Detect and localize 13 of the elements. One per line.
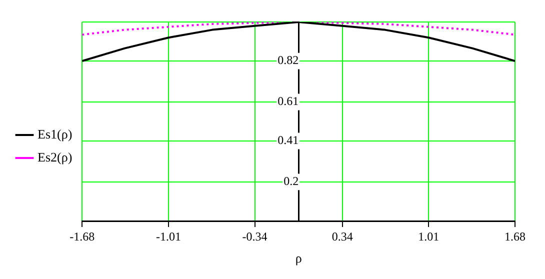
- y-tick-label: 0.41: [278, 133, 299, 148]
- y-tick-label: 0.2: [284, 174, 299, 188]
- y-tick-label: 0.82: [278, 53, 299, 68]
- legend-label: Es2(ρ): [38, 149, 72, 164]
- x-tick-label: 0.34: [332, 229, 353, 244]
- x-axis-title: ρ: [295, 250, 302, 266]
- y-tick-label: 0.61: [278, 94, 299, 108]
- x-tick-label: -1.68: [70, 229, 95, 244]
- x-tick-label: 1.01: [418, 229, 440, 244]
- legend-label: Es1(ρ): [38, 126, 72, 142]
- x-tick-label: -1.01: [156, 229, 181, 244]
- x-tick-label: 1.68: [504, 229, 526, 244]
- x-tick-label: -0.34: [242, 229, 268, 244]
